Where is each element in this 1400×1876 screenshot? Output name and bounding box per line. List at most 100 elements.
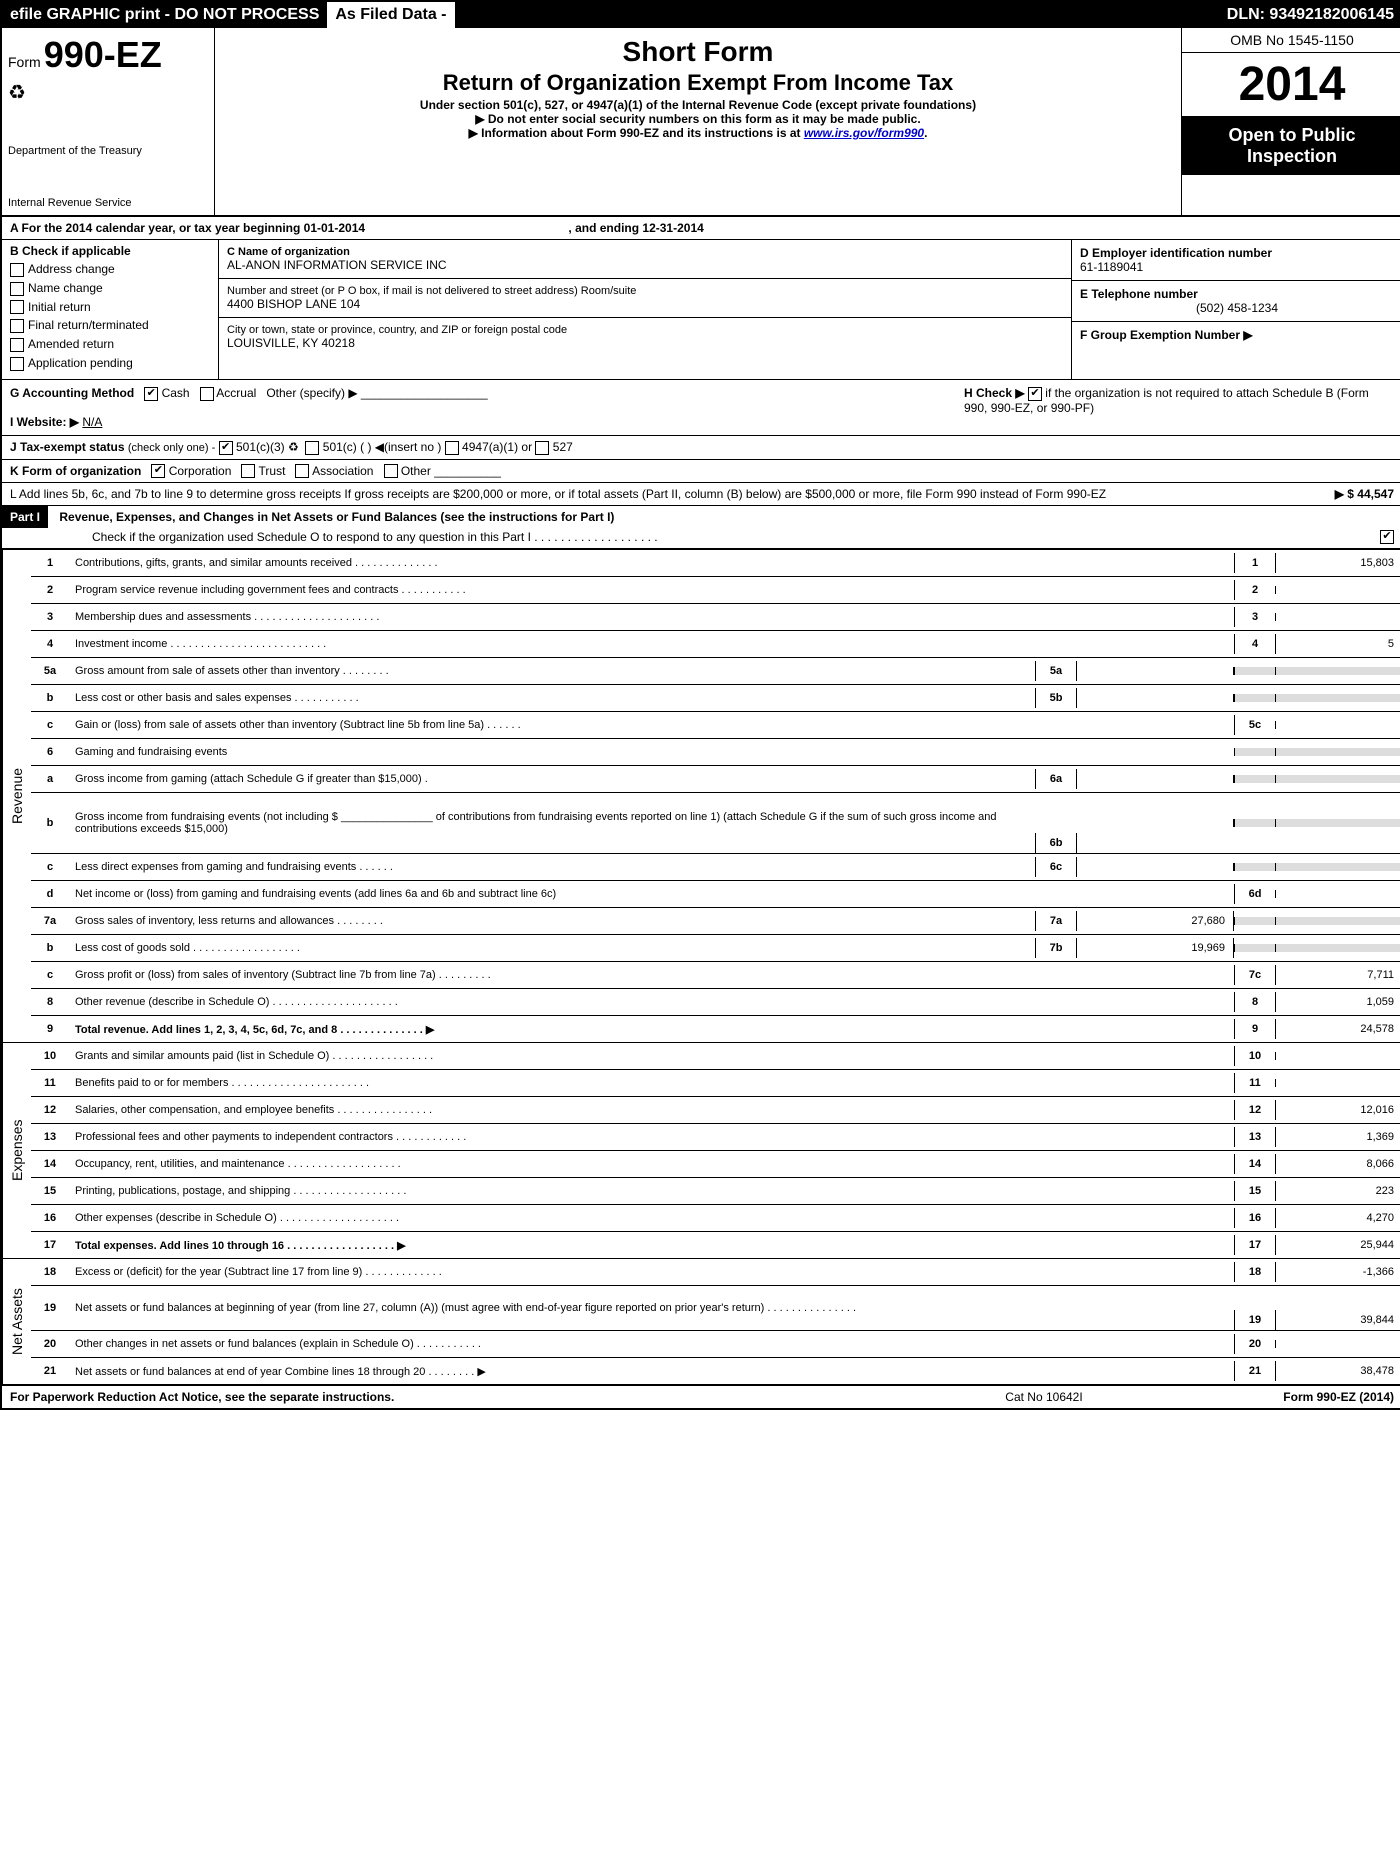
chk-final-return[interactable]: Final return/terminated [10, 318, 210, 333]
pra-notice: For Paperwork Reduction Act Notice, see … [10, 1390, 894, 1404]
part1-check-text: Check if the organization used Schedule … [92, 530, 1380, 544]
info-prefix: ▶ Information about Form 990-EZ and its … [469, 126, 804, 140]
row-j: J Tax-exempt status (check only one) - 5… [2, 436, 1400, 460]
chk-cash[interactable] [144, 387, 158, 401]
form-ref: Form 990-EZ (2014) [1194, 1390, 1394, 1404]
cat-no: Cat No 10642I [894, 1390, 1194, 1404]
dept-treasury: Department of the Treasury [8, 145, 208, 157]
row-l: L Add lines 5b, 6c, and 7b to line 9 to … [2, 483, 1400, 506]
header-left: Form 990-EZ ♻ Department of the Treasury… [2, 28, 215, 215]
org-street-row: Number and street (or P O box, if mail i… [219, 279, 1071, 318]
line-4: 4Investment income . . . . . . . . . . .… [31, 631, 1400, 658]
main-title: Return of Organization Exempt From Incom… [227, 70, 1169, 96]
line-5b: bLess cost or other basis and sales expe… [31, 685, 1400, 712]
part1-title: Revenue, Expenses, and Changes in Net As… [51, 510, 614, 524]
chk-501c[interactable] [305, 441, 319, 455]
c-street-label: Number and street (or P O box, if mail i… [227, 285, 1063, 297]
footer: For Paperwork Reduction Act Notice, see … [2, 1386, 1400, 1408]
part1-label: Part I [2, 506, 48, 528]
line-6a: aGross income from gaming (attach Schedu… [31, 766, 1400, 793]
chk-name-change[interactable]: Name change [10, 281, 210, 296]
col-d: D Employer identification number 61-1189… [1071, 240, 1400, 379]
org-name-row: C Name of organization AL-ANON INFORMATI… [219, 240, 1071, 279]
line-9: 9Total revenue. Add lines 1, 2, 3, 4, 5c… [31, 1016, 1400, 1042]
d-label: D Employer identification number [1080, 246, 1394, 260]
l-value: ▶ $ 44,547 [1244, 487, 1394, 501]
line-1: 1Contributions, gifts, grants, and simil… [31, 550, 1400, 577]
as-filed: As Filed Data - [327, 2, 454, 28]
e-label: E Telephone number [1080, 287, 1394, 301]
phone-row: E Telephone number (502) 458-1234 [1072, 281, 1400, 322]
chk-4947[interactable] [445, 441, 459, 455]
tax-year-end: , and ending 12-31-2014 [568, 221, 703, 235]
line-7c: cGross profit or (loss) from sales of in… [31, 962, 1400, 989]
line-14: 14Occupancy, rent, utilities, and mainte… [31, 1151, 1400, 1178]
irs-link[interactable]: www.irs.gov/form990 [804, 126, 924, 140]
chk-527[interactable] [535, 441, 549, 455]
chk-h[interactable] [1028, 387, 1042, 401]
row-k: K Form of organization Corporation Trust… [2, 460, 1400, 484]
line-5a: 5aGross amount from sale of assets other… [31, 658, 1400, 685]
line-20: 20Other changes in net assets or fund ba… [31, 1331, 1400, 1358]
irs-label: Internal Revenue Service [8, 197, 208, 209]
line-18: 18Excess or (deficit) for the year (Subt… [31, 1259, 1400, 1286]
tax-year-begin: A For the 2014 calendar year, or tax yea… [10, 221, 365, 235]
k-label: K Form of organization [10, 464, 141, 478]
line-6d: dNet income or (loss) from gaming and fu… [31, 881, 1400, 908]
chk-amended[interactable]: Amended return [10, 337, 210, 352]
line-11: 11Benefits paid to or for members . . . … [31, 1070, 1400, 1097]
line-7b: bLess cost of goods sold . . . . . . . .… [31, 935, 1400, 962]
netassets-label: Net Assets [2, 1259, 31, 1384]
c-city-label: City or town, state or province, country… [227, 324, 1063, 336]
e-value: (502) 458-1234 [1080, 301, 1394, 315]
g-accounting: G Accounting Method Cash Accrual Other (… [10, 386, 944, 429]
dln: DLN: 93492182006145 [1219, 2, 1400, 28]
chk-501c3[interactable] [219, 441, 233, 455]
chk-application-pending[interactable]: Application pending [10, 356, 210, 371]
line-2: 2Program service revenue including gover… [31, 577, 1400, 604]
info-link-row: ▶ Information about Form 990-EZ and its … [227, 126, 1169, 140]
j-label: J Tax-exempt status [10, 440, 125, 454]
col-c: C Name of organization AL-ANON INFORMATI… [219, 240, 1071, 379]
chk-schedule-o[interactable] [1380, 530, 1394, 544]
g-other: Other (specify) ▶ [266, 386, 357, 400]
chk-assoc[interactable] [295, 464, 309, 478]
line-7a: 7aGross sales of inventory, less returns… [31, 908, 1400, 935]
header-right: OMB No 1545-1150 2014 Open to Public Ins… [1181, 28, 1400, 215]
chk-address-change[interactable]: Address change [10, 262, 210, 277]
c-city-value: LOUISVILLE, KY 40218 [227, 336, 1063, 350]
expenses-label: Expenses [2, 1043, 31, 1258]
line-12: 12Salaries, other compensation, and empl… [31, 1097, 1400, 1124]
recycle-icon: ♻ [8, 80, 208, 105]
row-a: A For the 2014 calendar year, or tax yea… [2, 217, 1400, 240]
netassets-section: Net Assets 18Excess or (deficit) for the… [2, 1258, 1400, 1386]
line-5c: cGain or (loss) from sale of assets othe… [31, 712, 1400, 739]
subtitle: Under section 501(c), 527, or 4947(a)(1)… [227, 98, 1169, 112]
line-13: 13Professional fees and other payments t… [31, 1124, 1400, 1151]
chk-initial-return[interactable]: Initial return [10, 300, 210, 315]
header-mid: Short Form Return of Organization Exempt… [215, 28, 1181, 215]
chk-corp[interactable] [151, 464, 165, 478]
chk-trust[interactable] [241, 464, 255, 478]
g-label: G Accounting Method [10, 386, 134, 400]
line-6: 6Gaming and fundraising events [31, 739, 1400, 766]
org-city-row: City or town, state or province, country… [219, 318, 1071, 356]
h-text: if the organization is not required to a… [964, 386, 1369, 415]
line-10: 10Grants and similar amounts paid (list … [31, 1043, 1400, 1070]
line-17: 17Total expenses. Add lines 10 through 1… [31, 1232, 1400, 1258]
chk-other-org[interactable] [384, 464, 398, 478]
efile-notice: efile GRAPHIC print - DO NOT PROCESS [2, 2, 327, 28]
part1-header-row: Part I Revenue, Expenses, and Changes in… [2, 506, 1400, 549]
line-6c: cLess direct expenses from gaming and fu… [31, 854, 1400, 881]
col-b: B Check if applicable Address change Nam… [2, 240, 219, 379]
l-text: L Add lines 5b, 6c, and 7b to line 9 to … [10, 487, 1244, 501]
header: Form 990-EZ ♻ Department of the Treasury… [2, 28, 1400, 217]
line-16: 16Other expenses (describe in Schedule O… [31, 1205, 1400, 1232]
top-bar: efile GRAPHIC print - DO NOT PROCESS As … [2, 2, 1400, 28]
row-gh: G Accounting Method Cash Accrual Other (… [2, 380, 1400, 436]
section-bcd: B Check if applicable Address change Nam… [2, 240, 1400, 380]
b-label: B Check if applicable [10, 244, 210, 258]
chk-accrual[interactable] [200, 387, 214, 401]
line-21: 21Net assets or fund balances at end of … [31, 1358, 1400, 1384]
line-15: 15Printing, publications, postage, and s… [31, 1178, 1400, 1205]
